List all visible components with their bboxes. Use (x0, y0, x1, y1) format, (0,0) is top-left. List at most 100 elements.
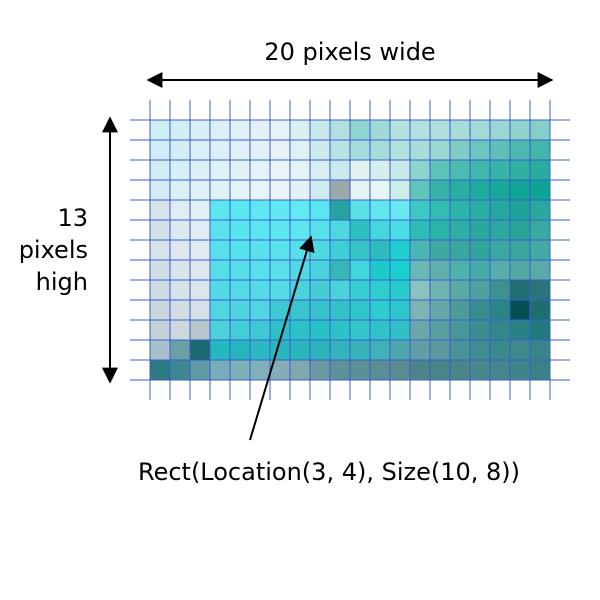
pixel-cell (430, 320, 450, 340)
pixel-cell (510, 300, 530, 320)
pixel-cell (350, 340, 370, 360)
pixel-cell (190, 280, 210, 300)
pixel-cell (290, 120, 310, 140)
pixel-cell (490, 300, 510, 320)
pixel-cell (490, 200, 510, 220)
pixel-cell (270, 120, 290, 140)
pixel-cell (150, 320, 170, 340)
pixel-cell (410, 160, 430, 180)
pixel-cell (510, 160, 530, 180)
pixel-cell (330, 160, 350, 180)
pixel-cell (470, 140, 490, 160)
pixel-cell (270, 180, 290, 200)
pixel-cell (270, 160, 290, 180)
pixel-cell (390, 300, 410, 320)
width-label: 20 pixels wide (264, 38, 435, 66)
pixel-cell (530, 340, 550, 360)
pixel-cell (410, 200, 430, 220)
pixel-cell (510, 280, 530, 300)
pixel-cell (310, 140, 330, 160)
pixel-cell (150, 360, 170, 380)
pixel-cell (150, 120, 170, 140)
pixel-cell (310, 200, 330, 220)
pixel-cell (150, 200, 170, 220)
pixel-cell (230, 360, 250, 380)
pixel-cell (230, 180, 250, 200)
pixel-cell (270, 360, 290, 380)
pixel-cell (290, 340, 310, 360)
rect-label: Rect(Location(3, 4), Size(10, 8)) (138, 458, 520, 486)
pixel-cell (310, 360, 330, 380)
pixel-cell (390, 120, 410, 140)
pixel-cell (150, 240, 170, 260)
pixel-cell (150, 300, 170, 320)
pixel-cell (330, 240, 350, 260)
pixel-cell (170, 160, 190, 180)
pixel-cell (230, 140, 250, 160)
pixel-cell (170, 300, 190, 320)
pixel-cell (290, 260, 310, 280)
pixel-cell (410, 180, 430, 200)
pixel-cell (170, 260, 190, 280)
pixel-cell (490, 280, 510, 300)
pixel-cell (170, 360, 190, 380)
pixel-cell (230, 340, 250, 360)
pixel-cell (350, 320, 370, 340)
pixel-cell (490, 180, 510, 200)
pixel-cell (190, 300, 210, 320)
pixel-cell (230, 240, 250, 260)
pixel-cell (330, 260, 350, 280)
pixel-cell (190, 160, 210, 180)
pixel-cell (430, 160, 450, 180)
pixel-cell (310, 300, 330, 320)
pixel-cell (210, 280, 230, 300)
pixel-cell (490, 240, 510, 260)
pixel-cell (390, 160, 410, 180)
pixel-cell (170, 220, 190, 240)
pixel-cell (190, 120, 210, 140)
pixel-cell (450, 360, 470, 380)
pixel-cell (310, 220, 330, 240)
pixel-cell (210, 260, 230, 280)
pixel-cell (290, 300, 310, 320)
pixel-cell (350, 180, 370, 200)
pixel-cell (170, 340, 190, 360)
pixel-cell (450, 340, 470, 360)
pixel-cell (430, 280, 450, 300)
pixel-cell (490, 120, 510, 140)
pixel-cell (330, 140, 350, 160)
pixel-cell (290, 320, 310, 340)
pixel-cell (190, 360, 210, 380)
pixel-cell (210, 140, 230, 160)
pixel-cell (530, 200, 550, 220)
pixel-cell (370, 360, 390, 380)
pixel-cell (530, 220, 550, 240)
pixel-cell (450, 260, 470, 280)
pixel-cell (510, 120, 530, 140)
pixel-cell (410, 360, 430, 380)
pixel-cell (390, 200, 410, 220)
pixel-cell (150, 160, 170, 180)
pixel-cell (310, 320, 330, 340)
pixel-cell (310, 240, 330, 260)
pixel-cell (290, 180, 310, 200)
pixel-cell (290, 280, 310, 300)
pixel-cell (370, 180, 390, 200)
pixel-cell (470, 160, 490, 180)
pixel-cell (490, 140, 510, 160)
pixel-cell (310, 280, 330, 300)
pixel-cell (390, 260, 410, 280)
pixel-cell (370, 220, 390, 240)
pixel-cell (210, 300, 230, 320)
pixel-cell (530, 160, 550, 180)
pixel-cell (510, 200, 530, 220)
pixel-cell (330, 120, 350, 140)
pixel-cell (330, 340, 350, 360)
pixel-cell (250, 180, 270, 200)
pixel-cell (370, 200, 390, 220)
pixel-cell (410, 220, 430, 240)
pixel-cell (230, 260, 250, 280)
pixel-cell (530, 280, 550, 300)
pixel-cell (430, 220, 450, 240)
pixel-cell (290, 360, 310, 380)
